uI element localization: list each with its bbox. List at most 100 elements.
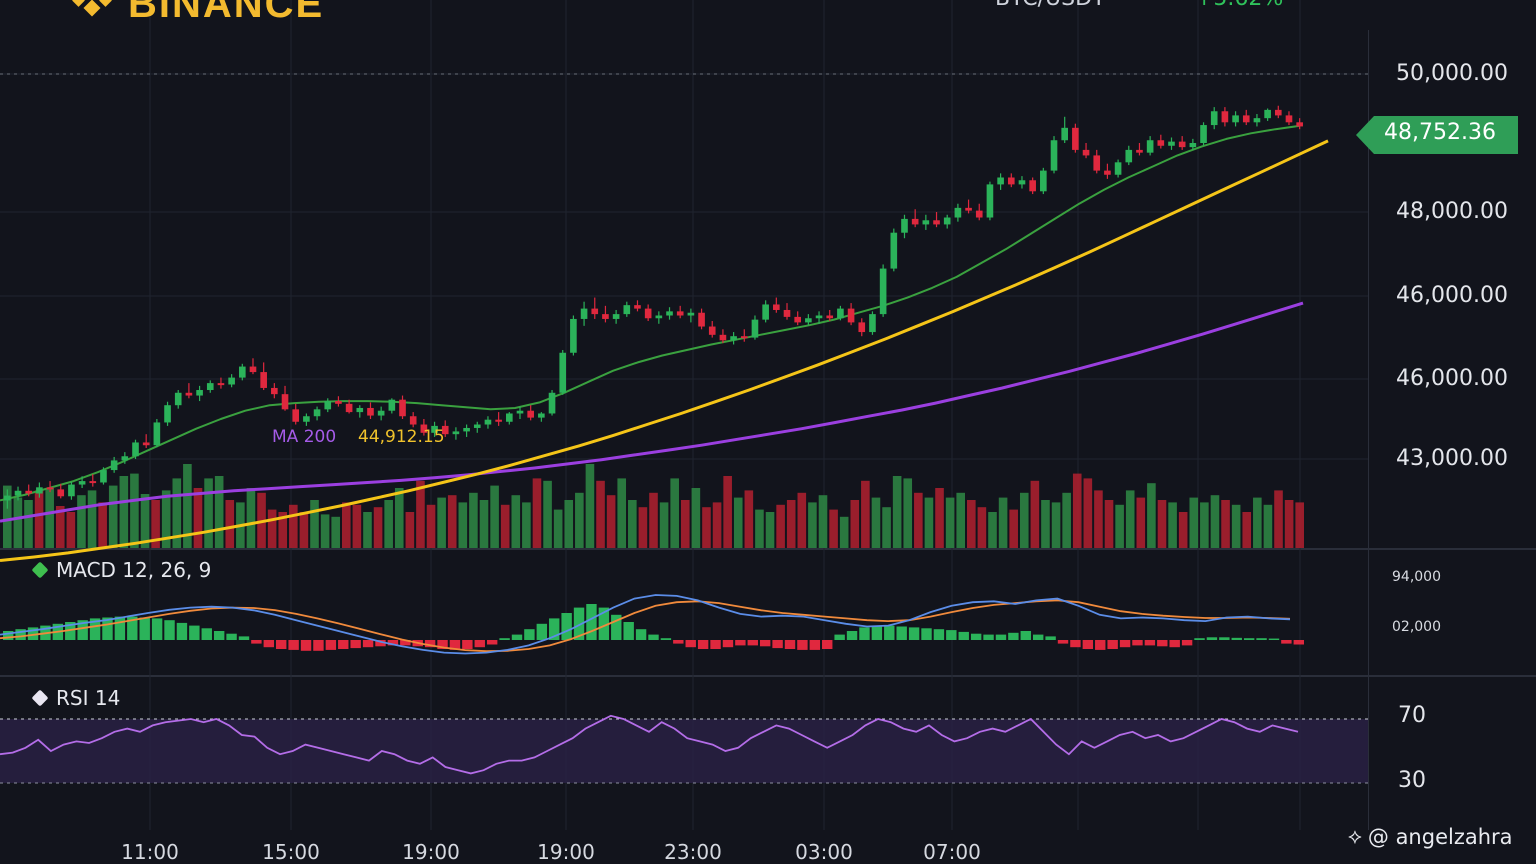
volume-bar: [850, 500, 860, 548]
candle-body: [762, 304, 769, 320]
candle-body: [858, 322, 866, 333]
candle-body: [1007, 177, 1015, 185]
candle-body: [473, 424, 481, 428]
volume-bar: [1253, 497, 1262, 548]
candle-body: [110, 460, 118, 471]
macd-title-text: MACD 12, 26, 9: [56, 558, 212, 582]
candle-body: [217, 383, 225, 386]
candle-body: [345, 403, 353, 413]
volume-bars: [3, 464, 1304, 548]
candle-body: [14, 490, 22, 496]
macd-histogram-bar: [623, 622, 634, 640]
x-tick-label: 19:00: [537, 840, 595, 864]
macd-histogram-bar: [1169, 640, 1180, 648]
volume-bar: [1041, 500, 1050, 548]
macd-histogram-bar: [1281, 640, 1292, 644]
volume-bar: [808, 502, 817, 548]
volume-bar: [278, 512, 288, 548]
candle-body: [794, 316, 801, 323]
rsi-panel: [0, 714, 1368, 784]
volume-bar: [553, 509, 563, 548]
volume-bar: [511, 495, 521, 548]
macd-histogram-bar: [648, 634, 659, 640]
volume-bar: [3, 485, 12, 548]
volume-bar: [1221, 500, 1230, 548]
candle-body: [591, 308, 599, 315]
macd-histogram-bar: [598, 607, 610, 640]
macd-histogram-bar: [1268, 638, 1280, 640]
volume-bar: [744, 490, 754, 548]
volume-bar: [935, 488, 944, 548]
ma-yellow-line: [0, 139, 1329, 562]
macd-histogram-bar: [263, 640, 275, 648]
macd-histogram-bar: [673, 640, 684, 644]
macd-histogram-bar: [896, 626, 907, 640]
candle-body: [1114, 162, 1122, 175]
candle-body: [1274, 109, 1282, 116]
volume-bar: [924, 497, 934, 548]
candle-body: [1168, 141, 1175, 146]
macd-histogram-bar: [474, 640, 485, 648]
candle-body: [1210, 111, 1218, 126]
candle-body: [1082, 149, 1090, 156]
macd-histogram-bar: [846, 631, 858, 640]
volume-bar: [161, 490, 171, 548]
volume-bar: [373, 507, 383, 548]
volume-bar: [1147, 483, 1156, 548]
macd-histogram-bar: [499, 638, 510, 640]
volume-bar: [829, 509, 838, 548]
candle-body: [78, 481, 86, 485]
macd-histogram-bar: [325, 640, 337, 650]
macd-title: MACD 12, 26, 9: [31, 558, 212, 582]
volume-bar: [140, 494, 150, 548]
volume-bar: [447, 495, 457, 548]
candle-body: [1050, 140, 1058, 171]
candle-body: [1253, 118, 1261, 123]
macd-histogram-bar: [822, 640, 833, 649]
volume-bar: [183, 464, 192, 548]
candle-body: [388, 399, 396, 411]
ma-fast-line: [0, 124, 1301, 502]
volume-bar: [628, 500, 637, 548]
volume-bar: [1284, 500, 1294, 548]
volume-bar: [310, 500, 319, 548]
candle-body: [292, 409, 300, 422]
grid: [0, 0, 1536, 830]
volume-bar: [13, 497, 23, 548]
price-axis-border: [1368, 30, 1369, 830]
candle-body: [687, 312, 695, 316]
macd-histogram-bar: [685, 640, 696, 648]
candle-body: [1040, 170, 1047, 192]
macd-histogram-bar: [710, 640, 721, 649]
candle-body: [1018, 180, 1026, 185]
candle-body: [719, 334, 727, 341]
volume-bar: [1189, 497, 1199, 548]
macd-histogram-bar: [1008, 632, 1019, 640]
macd-histogram-bar: [313, 640, 324, 651]
macd-histogram-bar: [127, 616, 138, 640]
macd-histogram-bar: [276, 640, 287, 649]
volume-bar: [659, 502, 669, 548]
macd-histogram-bar: [89, 618, 101, 640]
candle-body: [46, 487, 54, 490]
macd-histogram-bar: [1181, 640, 1193, 646]
candle-body: [409, 416, 417, 425]
macd-histogram-bar: [189, 625, 200, 640]
candle-body: [740, 336, 748, 339]
volume-bar: [638, 507, 648, 548]
macd-histogram-bar: [747, 640, 758, 646]
candle-body: [997, 177, 1004, 185]
candle-body: [570, 318, 577, 353]
volume-bar: [341, 502, 351, 548]
candle-body: [708, 326, 716, 335]
candle-body: [730, 336, 737, 341]
volume-bar: [426, 504, 436, 548]
volume-bar: [733, 497, 743, 548]
macd-histogram-bar: [114, 616, 126, 640]
candle-body: [68, 484, 75, 497]
candle-body: [1104, 170, 1111, 175]
volume-bar: [119, 476, 129, 548]
volume-bar: [331, 516, 340, 548]
macd-histogram-bar: [27, 627, 39, 640]
volume-bar: [945, 497, 955, 548]
